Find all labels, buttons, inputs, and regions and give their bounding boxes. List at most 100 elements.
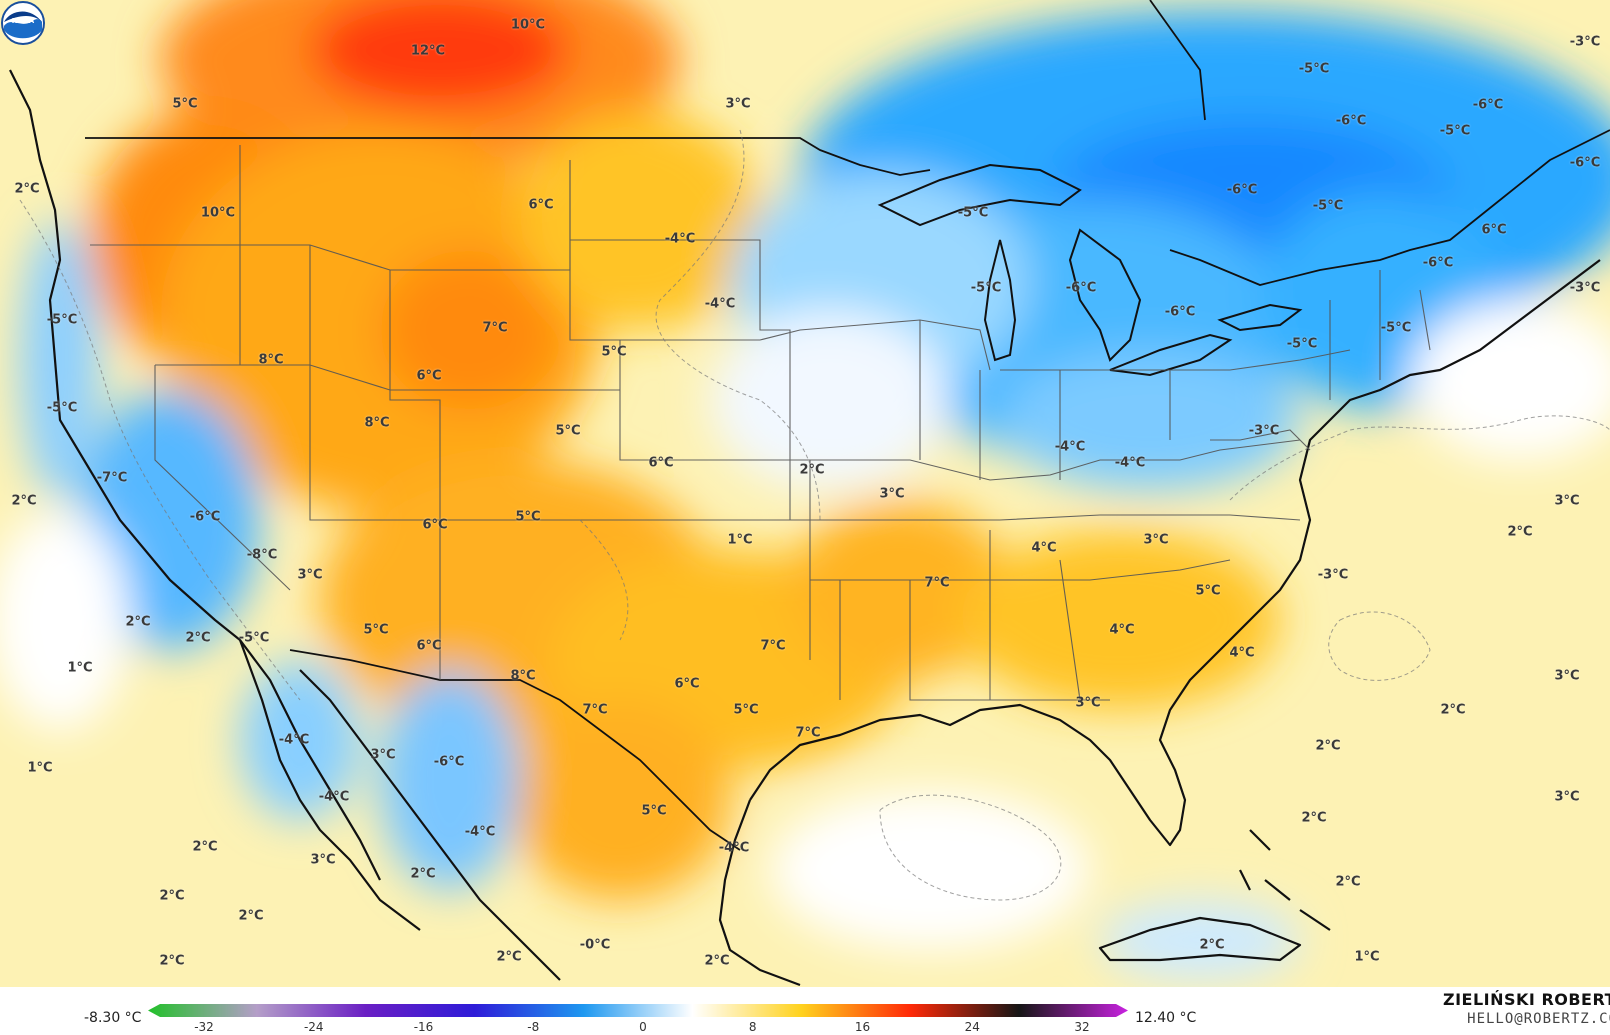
colorbar-tick: -32 <box>194 1020 214 1034</box>
temperature-label: 2°C <box>159 888 185 904</box>
credit-email: HELLO@ROBERTZ.CO <box>1467 1011 1610 1027</box>
temperature-label: -6°C <box>433 754 465 770</box>
temperature-label: -5°C <box>1298 61 1330 77</box>
temperature-label: -5°C <box>970 280 1002 296</box>
temperature-label: -4°C <box>704 296 736 312</box>
colorbar-tick: 32 <box>1074 1020 1090 1034</box>
temperature-label: -4°C <box>1114 455 1146 471</box>
temperature-label: 8°C <box>510 668 536 684</box>
temperature-label: -5°C <box>957 205 989 221</box>
temperature-label: 12°C <box>410 43 446 59</box>
temperature-label: -8°C <box>246 547 278 563</box>
temperature-label: 3°C <box>297 567 323 583</box>
lake-erie <box>1109 333 1233 377</box>
neutral-region-gulf <box>770 790 1090 950</box>
temperature-label: 2°C <box>1315 738 1341 754</box>
temperature-label: 10°C <box>510 17 546 33</box>
temperature-label: -3°C <box>1569 280 1601 296</box>
mexico-gulf-coast <box>718 799 801 987</box>
west-coastline <box>9 69 381 881</box>
temperature-label: 5°C <box>1195 583 1221 599</box>
temperature-anomaly-map: 10°C 12°C 5°C 3°C -5°C -6°C -6°C -5°C -3°C 2°C 10°… <box>0 0 1610 987</box>
temperature-label: -5°C <box>46 312 78 328</box>
temperature-label: 3°C <box>1075 695 1101 711</box>
temperature-label: 3°C <box>1143 532 1169 548</box>
temperature-label: -4°C <box>318 789 350 805</box>
temperature-label: -4°C <box>718 840 750 856</box>
warm-region-mexico <box>510 700 730 900</box>
temperature-label: 7°C <box>482 320 508 336</box>
temperature-label: 2°C <box>14 181 40 197</box>
temperature-label: 3°C <box>725 96 751 112</box>
temperature-label: -6°C <box>189 509 221 525</box>
neutral-region-pacific <box>0 510 130 730</box>
mexico-mainland-coast <box>299 669 561 981</box>
temperature-label: 1°C <box>727 532 753 548</box>
temperature-label: 2°C <box>1335 874 1361 890</box>
temperature-label: 2°C <box>1301 810 1327 826</box>
temperature-label: 3°C <box>1554 493 1580 509</box>
temperature-label: 2°C <box>704 953 730 969</box>
temperature-label: -5°C <box>1439 123 1471 139</box>
temperature-label: 2°C <box>799 462 825 478</box>
temperature-label: 2°C <box>185 630 211 646</box>
lake-superior <box>877 163 1082 227</box>
colorbar-tick: 24 <box>964 1020 980 1034</box>
temperature-label: -7°C <box>96 470 128 486</box>
noaa-logo: NOAA <box>1 1 45 45</box>
temperature-label: -4°C <box>1054 439 1086 455</box>
temperature-label: -5°C <box>1286 336 1318 352</box>
svg-text:NOAA: NOAA <box>12 17 35 25</box>
colorbar-tick: 8 <box>748 1020 757 1034</box>
warm-region-rockies <box>380 250 560 410</box>
warm-region-arklatex <box>790 500 1010 680</box>
temperature-label: 4°C <box>1109 622 1135 638</box>
temperature-label: 2°C <box>192 839 218 855</box>
canada-east-border <box>1149 0 1206 121</box>
temperature-label: 6°C <box>528 197 554 213</box>
temperature-label: 4°C <box>1031 540 1057 556</box>
credit-name: ZIELIŃSKI ROBERT <box>1442 990 1610 1009</box>
temperature-label: 2°C <box>1199 937 1225 953</box>
temperature-label: 3°C <box>1554 668 1580 684</box>
temperature-label: -6°C <box>1226 182 1258 198</box>
temperature-label: 2°C <box>496 949 522 965</box>
coastlines <box>9 69 1601 987</box>
lake-michigan <box>983 239 1017 362</box>
cold-region-pacific-coast <box>20 220 100 500</box>
temperature-label: -6°C <box>1065 280 1097 296</box>
lake-ontario <box>1217 303 1303 332</box>
temperature-label: 5°C <box>555 423 581 439</box>
temperature-label: 1°C <box>27 760 53 776</box>
us-mexico-border <box>289 649 741 851</box>
temperature-label: 6°C <box>674 676 700 692</box>
temperature-label: -5°C <box>1380 320 1412 336</box>
cuba-outline <box>1098 916 1302 962</box>
temperature-label: 2°C <box>11 493 37 509</box>
temperature-label: 3°C <box>879 486 905 502</box>
temperature-label: 3°C <box>1554 789 1580 805</box>
country-borders <box>85 0 1610 851</box>
temperature-label: -6°C <box>1164 304 1196 320</box>
temperature-label: 6°C <box>648 455 674 471</box>
temperature-label: 7°C <box>924 575 950 591</box>
colorbar-tick: 16 <box>854 1020 871 1034</box>
contour-lines <box>19 129 1610 901</box>
temperature-label: 7°C <box>582 702 608 718</box>
temperature-label: 5°C <box>363 622 389 638</box>
baja-coastline <box>238 639 421 931</box>
temperature-label: -4°C <box>278 732 310 748</box>
state-borders <box>90 145 1431 701</box>
temperature-label: 5°C <box>641 803 667 819</box>
temperature-label: -5°C <box>46 400 78 416</box>
lake-huron <box>1068 228 1142 362</box>
temperature-label: -3°C <box>1317 567 1349 583</box>
map-canvas <box>0 0 1610 987</box>
cold-region-ohio <box>1000 350 1300 490</box>
temperature-label: -0°C <box>579 937 611 953</box>
warm-region-southeast <box>960 530 1280 710</box>
temperature-label: 6°C <box>1481 222 1507 238</box>
temperature-label: 2°C <box>410 866 436 882</box>
max-value-label: 12.40 °C <box>1135 1010 1197 1026</box>
warm-region-west <box>160 130 600 510</box>
